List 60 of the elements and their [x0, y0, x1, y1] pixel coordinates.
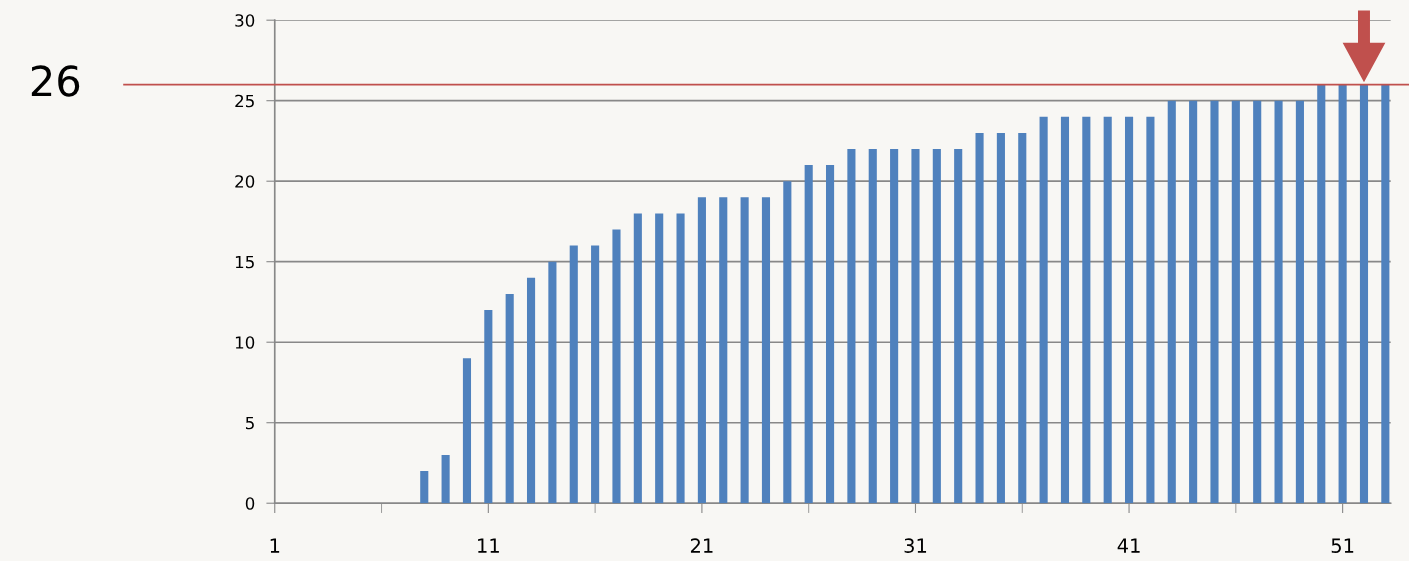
ref-line-label: 26 — [31, 65, 80, 97]
bar — [932, 149, 941, 504]
bar — [911, 149, 920, 504]
bar — [1253, 100, 1262, 504]
x-tick-label: 1 — [270, 538, 280, 553]
bar — [1210, 100, 1219, 504]
bar — [484, 310, 493, 504]
y-tick-label: 10 — [235, 336, 255, 349]
bar — [1338, 84, 1347, 504]
x-tick-label: 51 — [1331, 538, 1354, 553]
bar — [1082, 116, 1091, 504]
bar — [1295, 100, 1304, 504]
bar — [591, 245, 600, 504]
bar — [526, 277, 536, 504]
bar — [996, 132, 1005, 504]
y-tick-label: 20 — [235, 175, 255, 188]
bar — [462, 358, 472, 504]
x-tick-label: 41 — [1117, 538, 1140, 553]
bar — [783, 181, 792, 504]
x-tick-label: 21 — [690, 538, 713, 553]
bar — [868, 149, 877, 504]
x-tick-label: 11 — [478, 538, 499, 553]
bar — [1381, 84, 1390, 504]
bar — [1146, 116, 1155, 504]
bar — [676, 213, 685, 504]
y-tick-label: 25 — [235, 94, 254, 108]
y-tick-label: 5 — [245, 416, 254, 430]
bar — [1039, 116, 1048, 504]
bar — [1274, 100, 1283, 504]
bar — [719, 197, 728, 504]
bar — [890, 149, 899, 504]
y-tick-label: 15 — [235, 255, 254, 269]
bar — [1018, 132, 1027, 504]
bar — [697, 197, 706, 504]
y-tick-label: 0 — [245, 497, 255, 510]
y-tick-label: 30 — [235, 14, 255, 27]
bar — [655, 213, 664, 504]
bar — [505, 293, 514, 504]
bar — [569, 245, 578, 504]
bar — [761, 197, 771, 504]
bar — [1103, 116, 1112, 504]
bar — [1189, 100, 1198, 504]
bar — [441, 454, 450, 504]
bar — [548, 261, 557, 504]
bar — [804, 165, 813, 504]
bar — [612, 229, 621, 504]
x-tick-label: 31 — [904, 538, 927, 553]
bar — [1231, 100, 1240, 504]
bar — [975, 132, 984, 504]
bar — [1167, 100, 1176, 504]
bar — [420, 471, 429, 504]
bar — [633, 213, 642, 504]
bar — [1359, 84, 1369, 504]
bar — [825, 165, 835, 504]
bar — [847, 149, 856, 504]
bar — [1125, 116, 1134, 504]
bar — [740, 197, 749, 504]
bar — [1317, 84, 1326, 504]
bar — [1060, 116, 1070, 504]
bar — [954, 149, 963, 504]
